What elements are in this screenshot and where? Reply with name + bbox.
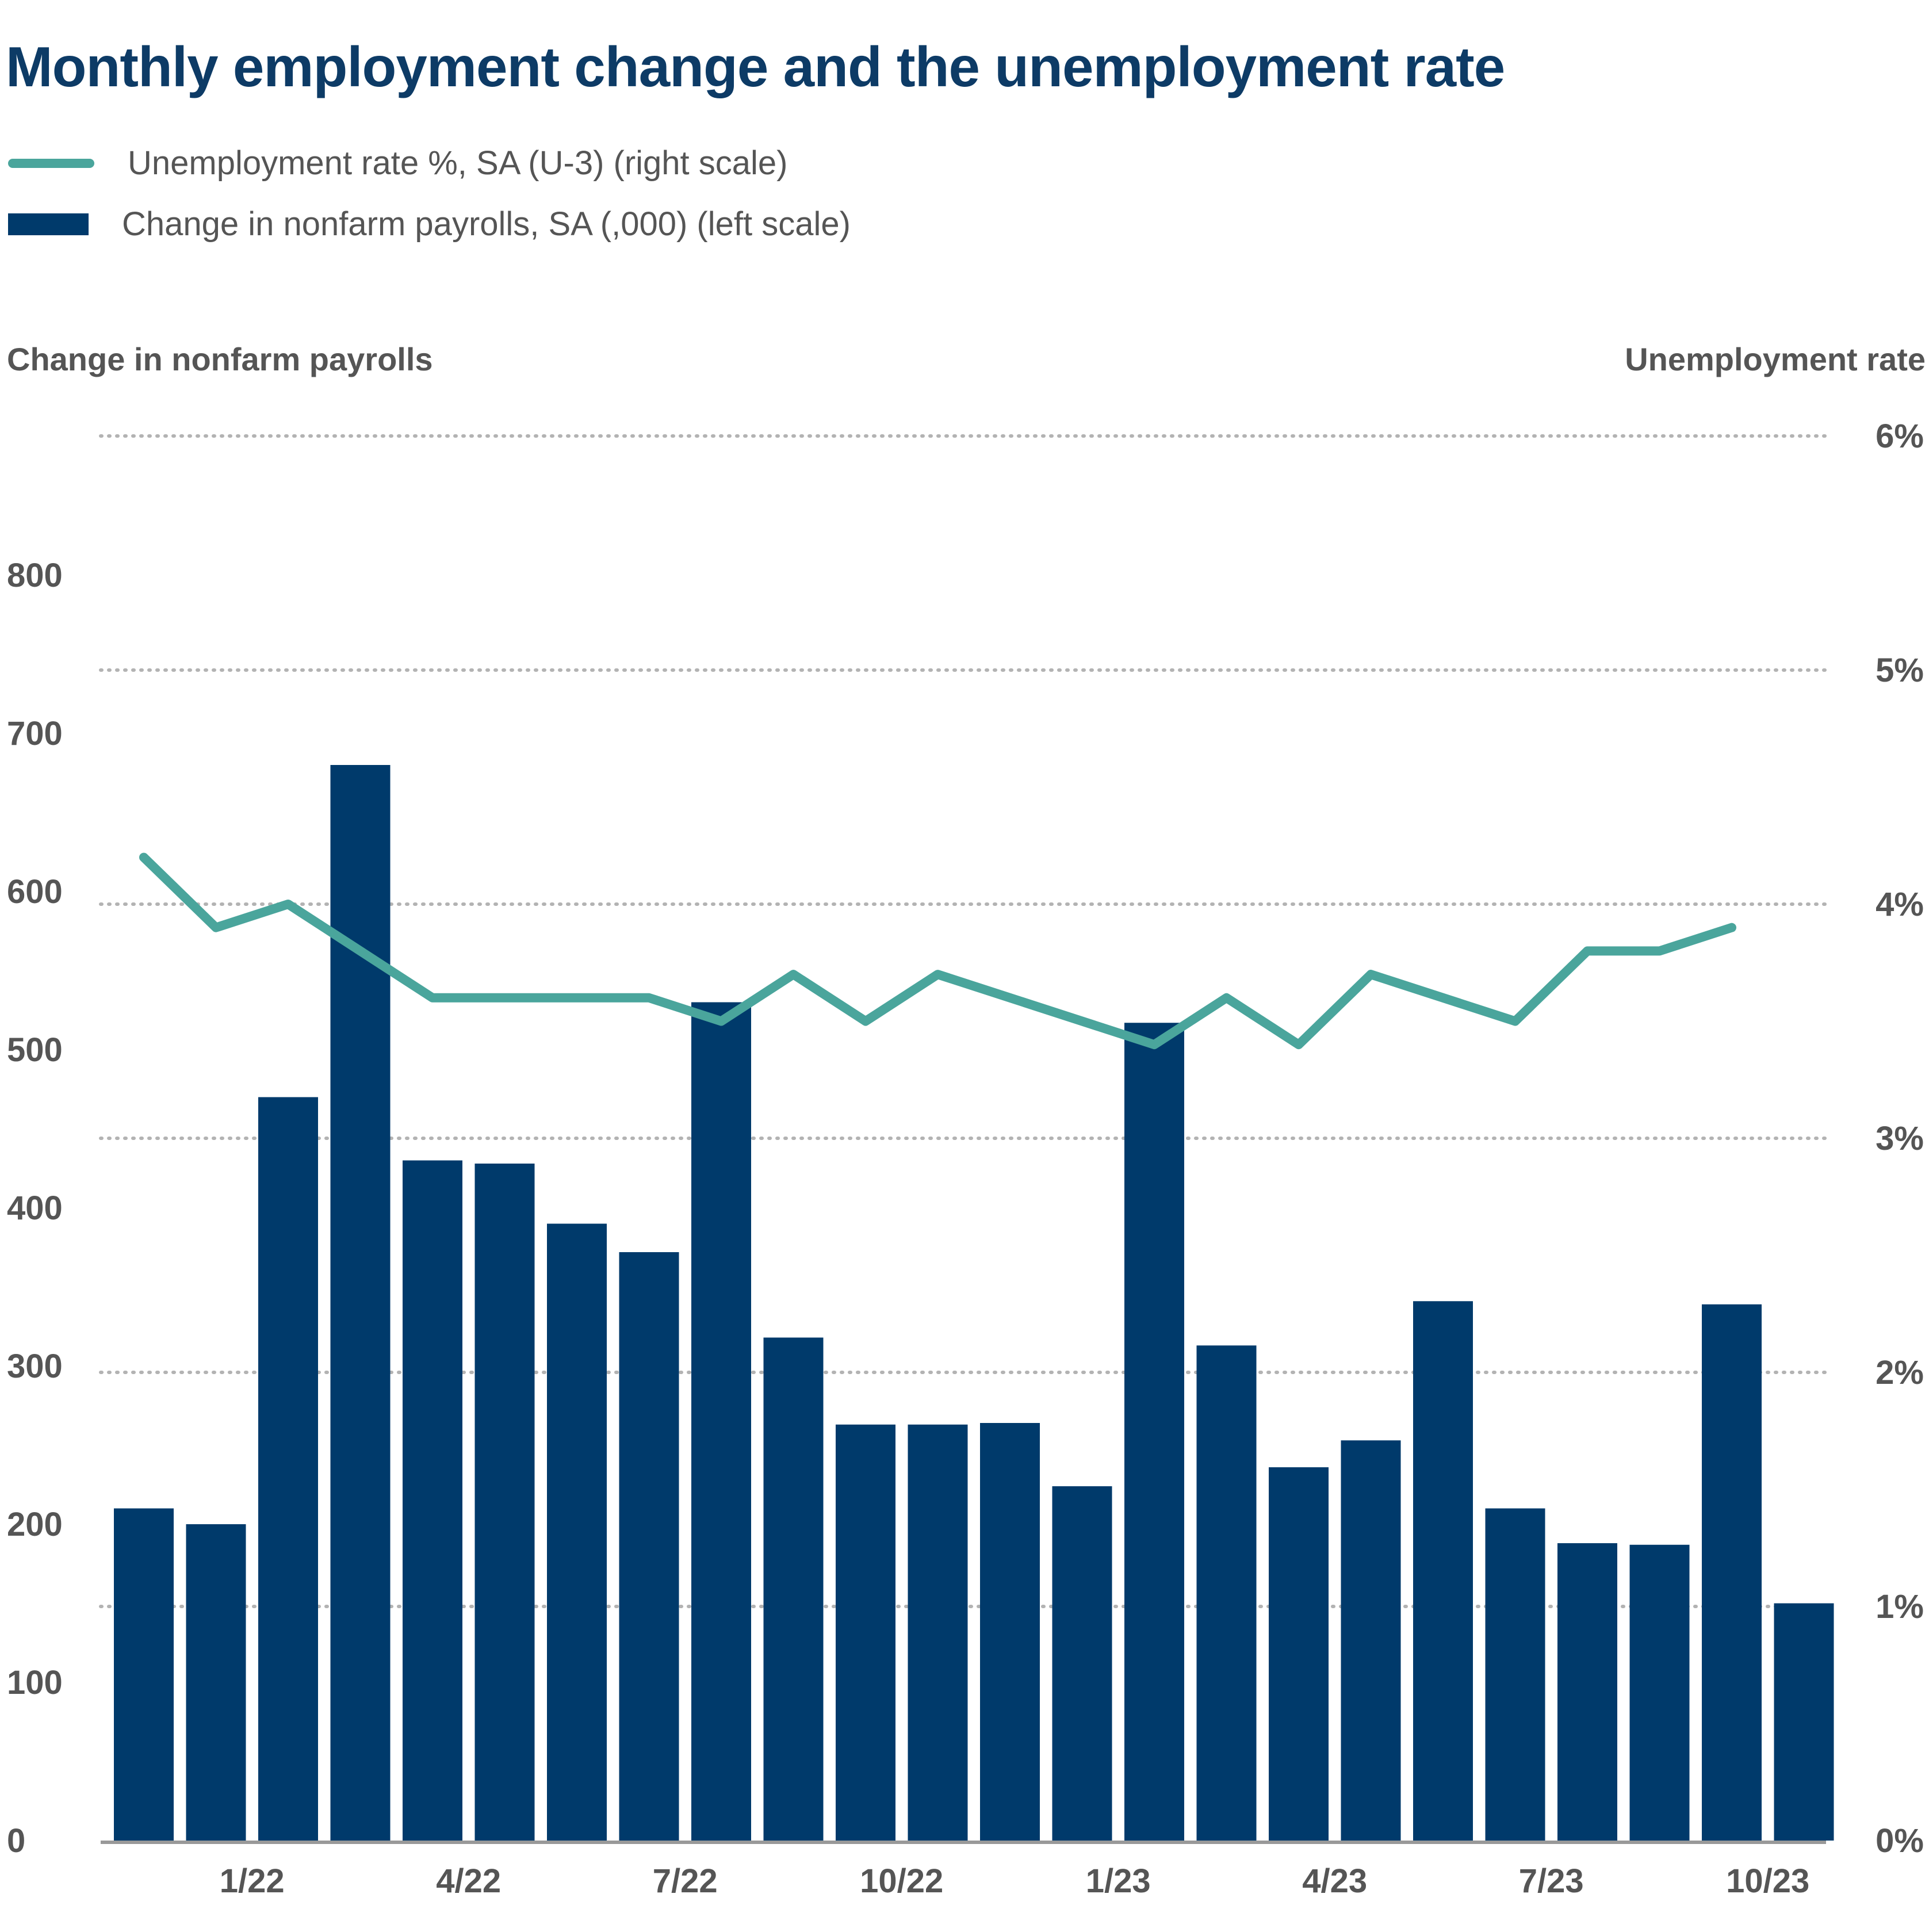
line-point <box>719 1019 723 1023</box>
line-point <box>791 973 795 977</box>
line-point <box>286 902 290 906</box>
x-tick-label: 4/22 <box>436 1862 501 1900</box>
line-point <box>1297 1043 1300 1047</box>
bar <box>1196 1345 1257 1841</box>
bar <box>1629 1544 1690 1841</box>
x-tick-label: 7/22 <box>653 1862 718 1900</box>
line-point <box>1369 973 1373 977</box>
legend-bar-swatch <box>8 213 89 235</box>
bar <box>1052 1486 1112 1841</box>
left-tick-label: 400 <box>7 1189 63 1227</box>
left-tick-label: 0 <box>7 1822 25 1860</box>
bar <box>1774 1603 1834 1841</box>
legend-line-swatch <box>8 158 94 168</box>
line-point <box>431 996 434 1000</box>
left-tick-label: 500 <box>7 1031 63 1069</box>
line-point <box>142 855 146 859</box>
x-tick-label: 1/22 <box>220 1862 285 1900</box>
left-tick-label: 700 <box>7 715 63 752</box>
left-tick-label: 100 <box>7 1664 63 1701</box>
bar <box>186 1524 246 1841</box>
bar <box>1702 1304 1762 1841</box>
line-point <box>936 973 940 977</box>
left-tick-label: 800 <box>7 557 63 594</box>
bar <box>980 1423 1040 1841</box>
bar <box>114 1508 174 1841</box>
right-tick-label: 2% <box>1876 1354 1924 1391</box>
line-point <box>1658 949 1662 953</box>
bar <box>1124 1023 1184 1841</box>
bar <box>547 1223 607 1841</box>
legend-label-payrolls: Change in nonfarm payrolls, SA (,000) (l… <box>122 205 851 243</box>
line-point <box>647 996 651 1000</box>
bar <box>1413 1301 1473 1841</box>
right-tick-label: 1% <box>1876 1588 1924 1625</box>
line-point <box>1224 996 1228 1000</box>
bar <box>1557 1543 1617 1841</box>
line-point <box>1153 1043 1156 1047</box>
bar <box>1485 1508 1545 1841</box>
bar <box>1269 1467 1329 1841</box>
left-axis-title: Change in nonfarm payrolls <box>7 341 433 377</box>
left-tick-label: 200 <box>7 1506 63 1543</box>
bar <box>474 1164 535 1841</box>
bar <box>691 1002 751 1841</box>
right-tick-label: 5% <box>1876 652 1924 689</box>
bar <box>763 1337 824 1841</box>
line-point <box>1730 925 1733 929</box>
bar <box>619 1252 679 1841</box>
x-tick-label: 1/23 <box>1086 1862 1151 1900</box>
bar <box>330 765 391 1841</box>
bar <box>908 1424 968 1841</box>
legend-item-unemployment: Unemployment rate %, SA (U-3) (right sca… <box>8 144 787 182</box>
x-tick-label: 10/23 <box>1726 1862 1809 1900</box>
bar <box>836 1424 895 1841</box>
line-point <box>1513 1019 1517 1023</box>
right-tick-label: 3% <box>1876 1120 1924 1157</box>
chart-title: Monthly employment change and the unempl… <box>6 35 1505 98</box>
left-tick-label: 600 <box>7 873 63 910</box>
line-point <box>214 925 218 929</box>
right-tick-label: 4% <box>1876 886 1924 923</box>
right-axis-title: Unemployment rate <box>1625 341 1926 377</box>
x-tick-label: 7/23 <box>1519 1862 1584 1900</box>
right-tick-label: 6% <box>1876 418 1924 455</box>
left-tick-label: 300 <box>7 1348 63 1385</box>
legend-label-unemployment: Unemployment rate %, SA (U-3) (right sca… <box>128 144 788 182</box>
x-tick-label: 4/23 <box>1302 1862 1367 1900</box>
line-point <box>864 1019 867 1023</box>
bar <box>258 1097 318 1841</box>
right-tick-label: 0% <box>1876 1822 1924 1860</box>
line-point <box>1586 949 1589 953</box>
bar <box>1341 1440 1401 1841</box>
legend-item-payrolls: Change in nonfarm payrolls, SA (,000) (l… <box>8 205 851 243</box>
x-tick-label: 10/22 <box>860 1862 943 1900</box>
bar <box>403 1160 462 1841</box>
